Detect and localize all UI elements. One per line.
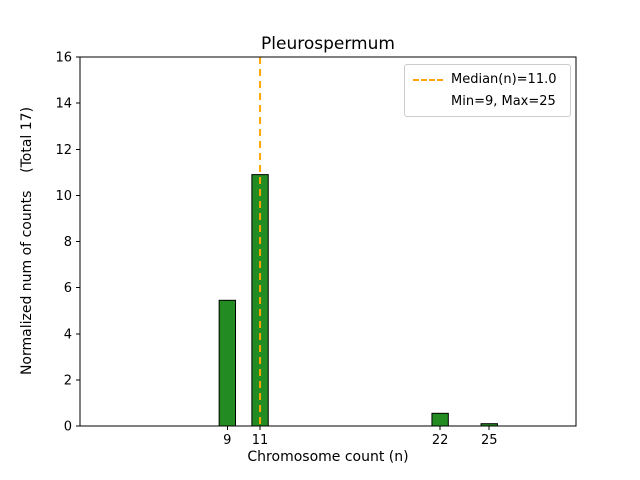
legend-entry-median: Median(n)=11.0 xyxy=(413,71,562,88)
legend: Median(n)=11.0 Min=9, Max=25 xyxy=(404,64,571,117)
legend-median-label: Median(n)=11.0 xyxy=(451,72,557,87)
x-tick-label: 9 xyxy=(223,433,231,448)
y-tick-label: 2 xyxy=(64,373,72,388)
y-tick-label: 10 xyxy=(55,189,72,204)
y-tick-label: 6 xyxy=(64,281,72,296)
legend-entry-minmax: Min=9, Max=25 xyxy=(413,93,562,110)
bar-n9 xyxy=(218,299,237,427)
y-tick-label: 12 xyxy=(55,143,72,158)
x-axis-label: Chromosome count (n) xyxy=(247,449,409,465)
y-axis-label: Normalized num of counts (Total 17) xyxy=(19,106,35,376)
y-tick-label: 16 xyxy=(55,51,72,66)
bar-n22 xyxy=(431,412,449,427)
y-tick-label: 14 xyxy=(55,97,72,112)
plot-area-border xyxy=(79,56,577,427)
x-tick-label: 11 xyxy=(252,433,269,448)
y-tick-label: 8 xyxy=(64,235,72,250)
x-tick-label: 25 xyxy=(481,433,498,448)
x-axis-ticks: 9 11 22 25 xyxy=(223,426,498,448)
median-dashed-line-sample xyxy=(413,78,443,81)
y-axis-ticks: 0 2 4 6 8 10 12 14 16 xyxy=(55,51,80,435)
legend-minmax-label: Min=9, Max=25 xyxy=(451,94,556,109)
y-tick-label: 4 xyxy=(64,327,72,342)
chart-title: Pleurospermum xyxy=(261,34,395,54)
x-tick-label: 22 xyxy=(432,433,449,448)
y-tick-label: 0 xyxy=(64,420,72,435)
